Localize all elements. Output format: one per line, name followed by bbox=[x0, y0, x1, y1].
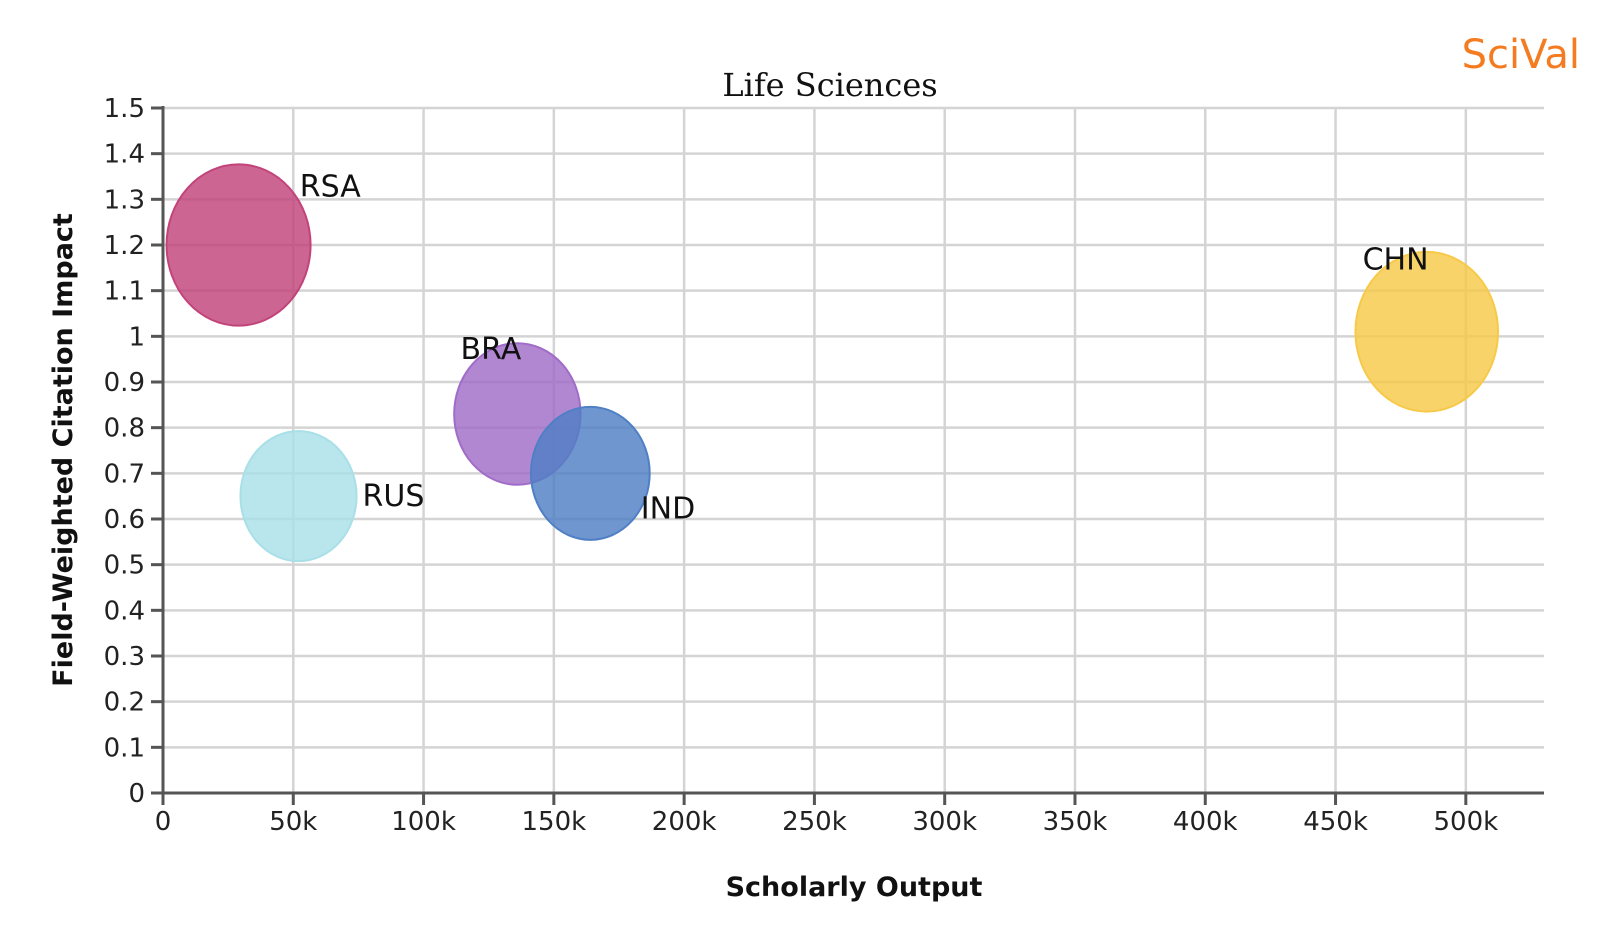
y-tick-label: 0.3 bbox=[104, 642, 145, 672]
x-tick-label: 350k bbox=[1043, 807, 1108, 837]
brand-logo: SciVal bbox=[1462, 32, 1580, 78]
y-tick-label: 0.6 bbox=[104, 505, 145, 535]
x-tick-label: 0 bbox=[155, 807, 172, 837]
y-tick-label: 1 bbox=[128, 322, 145, 352]
x-tick-label: 100k bbox=[391, 807, 456, 837]
y-tick-label: 0.8 bbox=[104, 414, 145, 444]
bubble-label-bra: BRA bbox=[461, 332, 522, 367]
x-tick-label: 150k bbox=[522, 807, 587, 837]
x-tick-label: 200k bbox=[652, 807, 717, 837]
bubble-label-rus: RUS bbox=[363, 479, 425, 514]
bubble-rus[interactable] bbox=[239, 430, 358, 563]
y-tick-label: 1.3 bbox=[104, 185, 145, 215]
y-tick-label: 0.9 bbox=[104, 368, 145, 398]
bubble-chn[interactable] bbox=[1354, 250, 1500, 413]
y-tick-label: 0.2 bbox=[104, 688, 145, 718]
axes: 0 0.1 0.2 0.3 0.4 0.5 0.6 0.7 0.8 0.9 1 1.1 1.2 1.3 1.… bbox=[104, 94, 1544, 837]
y-tick-label: 1.2 bbox=[104, 231, 145, 261]
y-tick-label: 0 bbox=[128, 779, 145, 809]
bubbles: RSA RUS BRA IND CHN bbox=[165, 163, 1500, 563]
x-tick-label: 250k bbox=[782, 807, 847, 837]
y-axis-title: Field-Weighted Citation Impact bbox=[48, 213, 79, 687]
x-tick-label: 400k bbox=[1173, 807, 1238, 837]
y-tick-label: 1.5 bbox=[104, 94, 145, 124]
bubble-ind[interactable] bbox=[529, 405, 651, 541]
y-tick-label: 0.1 bbox=[104, 733, 145, 763]
x-axis-title: Scholarly Output bbox=[726, 872, 983, 903]
x-tick-label: 500k bbox=[1433, 807, 1498, 837]
chart-title: Life Sciences bbox=[722, 66, 937, 104]
x-tick-label: 450k bbox=[1303, 807, 1368, 837]
x-tick-label: 300k bbox=[912, 807, 977, 837]
grid bbox=[163, 106, 1544, 793]
bubble-label-ind: IND bbox=[641, 492, 695, 527]
y-tick-label: 0.7 bbox=[104, 459, 145, 489]
bubble-rsa[interactable] bbox=[165, 163, 312, 327]
y-tick-label: 0.4 bbox=[104, 596, 145, 626]
y-tick-label: 1.1 bbox=[104, 277, 145, 307]
y-tick-label: 0.5 bbox=[104, 551, 145, 581]
x-tick-label: 50k bbox=[269, 807, 317, 837]
bubble-label-chn: CHN bbox=[1363, 242, 1429, 277]
y-tick-label: 1.4 bbox=[104, 140, 145, 170]
bubble-label-rsa: RSA bbox=[300, 170, 361, 205]
